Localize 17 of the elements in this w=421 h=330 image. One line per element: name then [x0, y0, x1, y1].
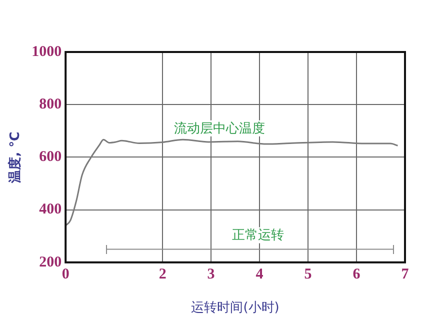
x-tick-label: 4 [256, 266, 264, 282]
x-axis-title: 运转时间(小时) [191, 300, 280, 316]
x-tick-label: 2 [158, 266, 166, 282]
x-tick-label: 3 [207, 266, 215, 282]
x-tick-label: 0 [62, 266, 70, 282]
y-tick-label: 600 [39, 149, 62, 166]
y-tick-label: 400 [39, 202, 62, 218]
x-tick-label: 6 [352, 266, 361, 282]
y-tick-label: 200 [39, 254, 62, 270]
x-tick-label: 5 [304, 266, 312, 282]
y-tick-label: 800 [39, 96, 62, 112]
y-axis-title: 温度, ℃ [7, 132, 24, 184]
series-label: 流动层中心温度 [174, 120, 266, 136]
series-label: 正常运转 [232, 228, 284, 244]
x-tick-label: 7 [401, 266, 410, 282]
line-series [66, 138, 398, 226]
y-tick-label: 1000 [32, 44, 62, 60]
